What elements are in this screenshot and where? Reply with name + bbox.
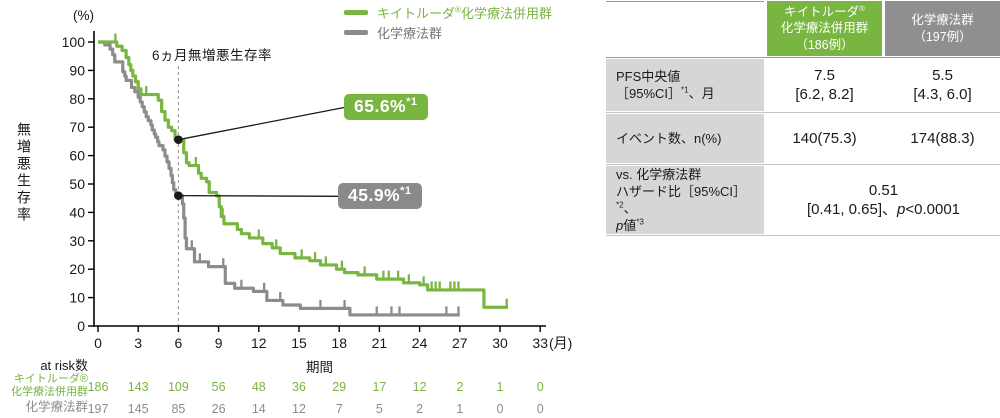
table-corner-cell (606, 1, 764, 56)
at-risk-value: 56 (211, 380, 226, 394)
y-tick-label: 50 (69, 176, 85, 192)
at-risk-value: 26 (211, 402, 226, 416)
pfs-median-pembro: 7.5 [6.2, 8.2] (767, 59, 882, 111)
at-risk-value: 0 (496, 402, 504, 416)
callout-connector-pembro (178, 106, 345, 141)
table-header-chemo: 化学療法群 （197例） (885, 1, 1000, 56)
x-tick-label: 15 (291, 335, 307, 351)
y-tick-label: 10 (69, 290, 85, 306)
x-axis-month-unit: (月) (549, 335, 573, 351)
y-tick-label: 30 (69, 233, 85, 249)
table-divider (606, 112, 1000, 113)
table-row-hazard-ratio: vs. 化学療法群 ハザード比［95%CI］*2、 p値*3 0.51 [0.4… (606, 166, 1000, 234)
at-risk-value: 0 (536, 380, 544, 394)
y-tick-label: 100 (62, 34, 86, 50)
at-risk-value: 0 (536, 402, 544, 416)
row-label-hazard-ratio: vs. 化学療法群 ハザード比［95%CI］*2、 p値*3 (606, 166, 764, 234)
at-risk-label-chemo: 化学療法群 (25, 400, 88, 414)
at-risk-value: 7 (335, 402, 343, 416)
at-risk-value: 14 (251, 402, 266, 416)
at-risk-value: 145 (127, 402, 149, 416)
x-tick-label: 12 (251, 335, 267, 351)
at-risk-value: 29 (332, 380, 347, 394)
y-tick-label: 90 (69, 62, 85, 78)
legend-item-chemo: 化学療法群 (344, 25, 552, 41)
hazard-ratio-value: 0.51 [0.41, 0.65]、p<0.0001 (767, 166, 1000, 234)
y-tick-label: 80 (69, 91, 85, 107)
y-tick-label: 60 (69, 148, 85, 164)
at-risk-title: at risk数 (40, 358, 88, 373)
x-tick-label: 0 (94, 335, 102, 351)
at-risk-value: 12 (292, 402, 306, 416)
pfs-median-chemo: 5.5 [4.3, 6.0] (885, 59, 1000, 111)
km-curve-chemo (98, 40, 460, 317)
six-month-dot-pembro (174, 135, 183, 144)
y-axis-title: 無増悪生存率 (16, 122, 32, 224)
row-label-pfs-median: PFS中央値 ［95%CI］*1、月 (606, 59, 764, 111)
x-tick-label: 3 (134, 335, 142, 351)
y-tick-label: 40 (69, 204, 85, 220)
table-divider (606, 235, 1000, 236)
table-divider (606, 164, 1000, 165)
events-pembro: 140(75.3) (767, 114, 882, 163)
at-risk-value: 109 (167, 380, 189, 394)
table-header-row: キイトルーダ® 化学療法併用群 （186例） 化学療法群 （197例） (606, 1, 1000, 56)
y-tick-label: 70 (69, 119, 85, 135)
x-tick-label: 24 (412, 335, 428, 351)
six-month-callout-chemo: 45.9%*1 (338, 183, 422, 209)
y-tick-label: 0 (77, 318, 85, 334)
legend: キイトルーダ®化学療法併用群 化学療法群 (344, 5, 552, 45)
six-month-annotation-title: 6ヵ月無増悪生存率 (152, 48, 273, 63)
table-divider (606, 57, 1000, 58)
km-curve-pembro (98, 40, 509, 309)
legend-swatch-pembro-icon (344, 9, 368, 15)
row-label-events: イベント数、n(%) (606, 114, 764, 163)
at-risk-value: 186 (87, 380, 109, 394)
legend-swatch-chemo-icon (344, 29, 368, 35)
table-row-pfs-median: PFS中央値 ［95%CI］*1、月 7.5 [6.2, 8.2] 5.5 [4… (606, 59, 1000, 111)
at-risk-value: 85 (171, 402, 186, 416)
at-risk-label-pembro: キイトルーダ® 化学療法併用群 (11, 373, 88, 398)
table-header-pembro: キイトルーダ® 化学療法併用群 （186例） (767, 1, 882, 56)
six-month-callout-pembro: 65.6%*1 (344, 94, 428, 120)
x-tick-label: 18 (331, 335, 347, 351)
legend-label-chemo: 化学療法群 (377, 25, 443, 41)
y-tick-label: 20 (69, 261, 85, 277)
legend-label-pembro: キイトルーダ®化学療法併用群 (377, 5, 552, 21)
at-risk-value: 48 (251, 380, 266, 394)
at-risk-value: 143 (127, 380, 149, 394)
at-risk-value: 2 (416, 402, 424, 416)
x-axis-title: 期間 (306, 360, 333, 375)
legend-item-pembro: キイトルーダ®化学療法併用群 (344, 5, 552, 21)
x-tick-label: 30 (492, 335, 508, 351)
x-tick-label: 21 (372, 335, 388, 351)
x-tick-label: 33 (532, 335, 548, 351)
at-risk-value: 12 (412, 380, 427, 394)
at-risk-value: 17 (372, 380, 387, 394)
x-tick-label: 27 (452, 335, 468, 351)
at-risk-value: 2 (456, 380, 464, 394)
events-chemo: 174(88.3) (885, 114, 1000, 163)
y-axis-unit-label: (%) (73, 8, 94, 23)
at-risk-value: 197 (87, 402, 109, 416)
at-risk-value: 5 (375, 402, 383, 416)
results-table: キイトルーダ® 化学療法併用群 （186例） 化学療法群 （197例） PFS中… (606, 1, 1000, 237)
at-risk-value: 36 (292, 380, 306, 394)
at-risk-value: 1 (456, 402, 464, 416)
x-tick-label: 6 (175, 335, 183, 351)
table-row-events: イベント数、n(%) 140(75.3) 174(88.3) (606, 114, 1000, 163)
x-tick-label: 9 (215, 335, 223, 351)
at-risk-value: 1 (496, 380, 504, 394)
callout-connector-chemo (178, 194, 339, 197)
six-month-dot-chemo (174, 191, 183, 200)
